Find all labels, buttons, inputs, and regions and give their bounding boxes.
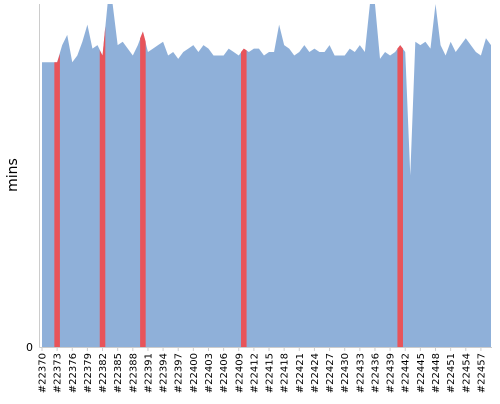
- x-tick-label: #22439: [386, 353, 397, 393]
- x-tick-label: #22436: [370, 353, 381, 393]
- x-tick-label: #22445: [416, 353, 427, 393]
- x-tick-label: #22415: [265, 353, 276, 393]
- duration-area-series: [42, 4, 491, 347]
- axis-layer: 0: [26, 4, 492, 354]
- x-tick-label: #22430: [340, 353, 351, 393]
- x-tick-label: #22403: [204, 353, 215, 393]
- failed-build-marker[interactable]: [241, 48, 247, 348]
- x-tick-label: #22400: [189, 353, 200, 393]
- x-tick-label: #22421: [295, 353, 306, 393]
- x-tick-label: #22406: [219, 353, 230, 393]
- x-tick-layer: #22370 #22373 #22376 #22379 #22382 #22385 #223…: [38, 347, 487, 393]
- x-tick-label: #22427: [325, 353, 336, 393]
- x-tick-label: #22388: [128, 353, 139, 393]
- failed-build-marker[interactable]: [397, 45, 403, 347]
- x-tick-label: #22412: [249, 353, 260, 393]
- x-tick-label: #22397: [174, 353, 185, 393]
- x-tick-label: #22457: [476, 353, 487, 393]
- failed-build-marker[interactable]: [54, 53, 60, 348]
- x-tick-label: #22382: [98, 353, 109, 393]
- x-tick-label: #22448: [431, 353, 442, 393]
- failed-build-marker[interactable]: [99, 26, 106, 347]
- failed-build-layer: [54, 26, 403, 348]
- x-tick-label: #22391: [143, 353, 154, 393]
- x-tick-label: #22433: [355, 353, 366, 393]
- x-tick-label: #22454: [461, 353, 472, 393]
- x-tick-label: #22385: [113, 353, 124, 393]
- x-tick-label: #22376: [68, 353, 79, 393]
- y-tick-label: 0: [26, 341, 33, 354]
- x-tick-label: #22379: [83, 353, 94, 393]
- area-layer: [42, 4, 491, 347]
- x-tick-label: #22373: [53, 353, 64, 393]
- x-tick-label: #22394: [159, 353, 170, 393]
- x-tick-label: #22442: [401, 353, 412, 393]
- x-tick-label: #22409: [234, 353, 245, 393]
- x-tick-label: #22418: [280, 353, 291, 393]
- x-tick-label: #22424: [310, 353, 321, 393]
- y-axis-label: mins: [5, 158, 21, 192]
- failed-build-marker[interactable]: [140, 31, 146, 347]
- x-tick-label: #22451: [446, 353, 457, 393]
- x-tick-label: #22370: [38, 353, 49, 393]
